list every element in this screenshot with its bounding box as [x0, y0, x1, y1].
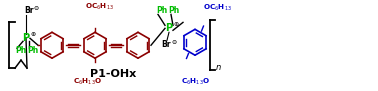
- Text: Br: Br: [24, 6, 34, 15]
- Text: P1-OHx: P1-OHx: [90, 69, 136, 79]
- Text: C$_6$H$_{13}$O: C$_6$H$_{13}$O: [73, 77, 102, 87]
- Text: Ph: Ph: [15, 46, 26, 55]
- Text: OC$_6$H$_{13}$: OC$_6$H$_{13}$: [203, 2, 232, 13]
- Text: $\oplus$: $\oplus$: [173, 20, 180, 28]
- Text: Ph: Ph: [156, 6, 167, 15]
- Text: OC$_6$H$_{13}$: OC$_6$H$_{13}$: [85, 1, 114, 12]
- Text: $\ominus$: $\ominus$: [171, 38, 178, 46]
- Text: Br: Br: [161, 40, 170, 49]
- Text: P: P: [166, 23, 173, 33]
- Text: n: n: [216, 63, 221, 72]
- Text: $\oplus$: $\oplus$: [30, 30, 37, 38]
- Text: $\ominus$: $\ominus$: [33, 4, 40, 12]
- Text: Ph: Ph: [27, 46, 38, 55]
- Text: P: P: [22, 33, 29, 43]
- Text: C$_6$H$_{13}$O: C$_6$H$_{13}$O: [181, 77, 211, 87]
- Text: Ph: Ph: [168, 6, 179, 15]
